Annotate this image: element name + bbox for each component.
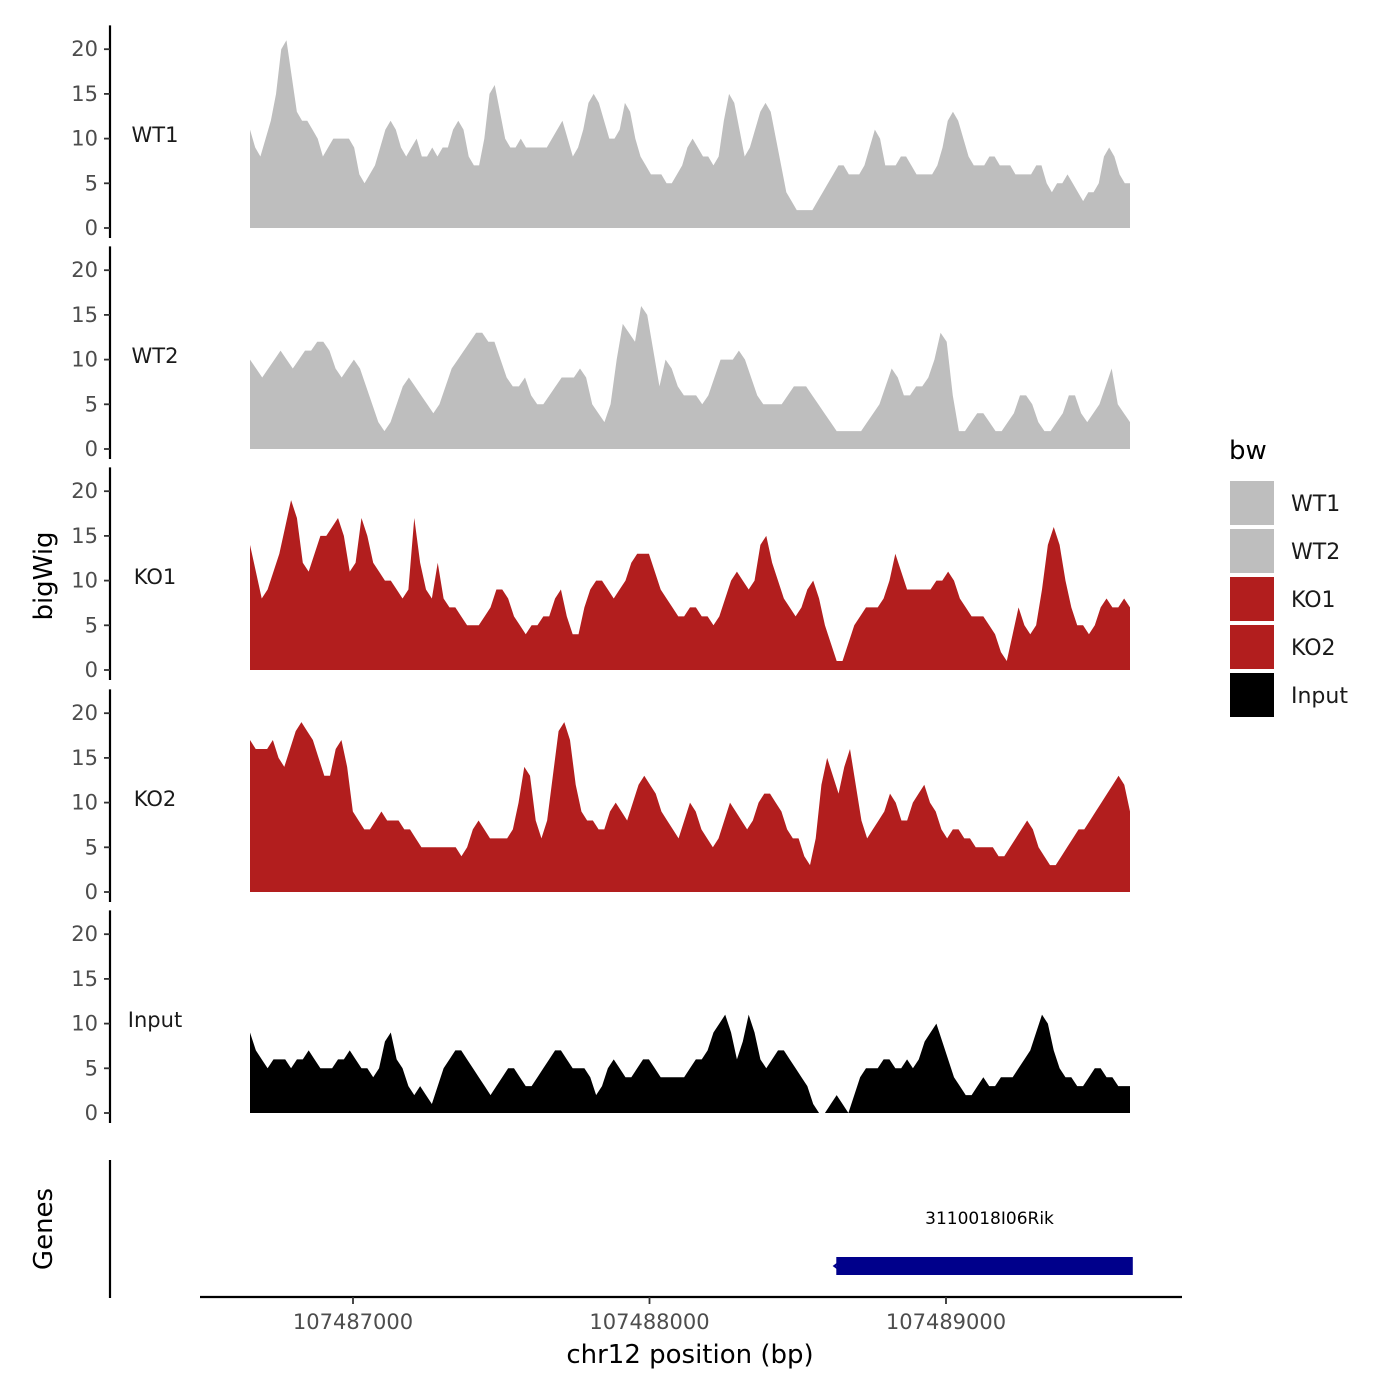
y-tick-label-input-0: 0 — [85, 1101, 98, 1125]
y-tick-label-wt2-20: 20 — [71, 258, 98, 282]
y-tick-label-input-15: 15 — [71, 967, 98, 991]
y-tick-label-input-20: 20 — [71, 922, 98, 946]
area-input — [250, 1014, 1130, 1113]
genes-axis-title: Genes — [29, 1188, 59, 1270]
y-tick-label-ko2-0: 0 — [85, 880, 98, 904]
legend-key-input — [1228, 671, 1276, 719]
y-tick-label-input-10: 10 — [71, 1012, 98, 1036]
y-tick-label-wt1-20: 20 — [71, 37, 98, 61]
gene-strand-arrow — [832, 1259, 843, 1273]
y-tick-label-ko1-10: 10 — [71, 569, 98, 593]
track-label-wt2: WT2 — [132, 344, 179, 368]
legend-label-ko1: KO1 — [1291, 588, 1336, 613]
legend-title: bw — [1229, 436, 1267, 466]
y-axis-title: bigWig — [29, 531, 59, 620]
track-label-ko1: KO1 — [134, 565, 177, 589]
y-tick-label-ko1-0: 0 — [85, 658, 98, 682]
track-label-input: Input — [128, 1008, 182, 1032]
y-tick-label-wt1-10: 10 — [71, 127, 98, 151]
y-tick-label-wt2-10: 10 — [71, 348, 98, 372]
area-ko2 — [250, 722, 1130, 892]
y-tick-label-wt1-0: 0 — [85, 216, 98, 240]
area-ko1 — [250, 500, 1130, 670]
y-tick-label-ko1-20: 20 — [71, 479, 98, 503]
gene-label: 3110018I06Rik — [925, 1209, 1054, 1229]
y-tick-label-input-5: 5 — [85, 1056, 98, 1080]
x-tick-label-107487000: 107487000 — [293, 1310, 413, 1334]
legend-key-ko2 — [1228, 623, 1276, 671]
y-tick-label-wt1-5: 5 — [85, 171, 98, 195]
legend-key-wt1 — [1228, 479, 1276, 527]
track-label-ko2: KO2 — [134, 787, 177, 811]
y-tick-label-wt2-5: 5 — [85, 392, 98, 416]
y-tick-label-wt2-0: 0 — [85, 437, 98, 461]
y-tick-label-ko1-15: 15 — [71, 524, 98, 548]
legend-label-ko2: KO2 — [1291, 636, 1336, 661]
legend-key-wt2 — [1228, 527, 1276, 575]
x-tick-label-107489000: 107489000 — [886, 1310, 1006, 1334]
gene-bar — [836, 1257, 1133, 1275]
y-tick-label-wt1-15: 15 — [71, 82, 98, 106]
y-tick-label-wt2-15: 15 — [71, 303, 98, 327]
legend-label-wt2: WT2 — [1291, 540, 1340, 565]
area-wt2 — [250, 305, 1130, 449]
y-tick-label-ko2-15: 15 — [71, 746, 98, 770]
area-wt1 — [250, 40, 1130, 229]
legend-label-wt1: WT1 — [1291, 492, 1340, 517]
y-tick-label-ko2-5: 5 — [85, 835, 98, 859]
track-label-wt1: WT1 — [132, 123, 179, 147]
y-tick-label-ko1-5: 5 — [85, 613, 98, 637]
x-axis-title: chr12 position (bp) — [566, 1340, 813, 1370]
legend-label-input: Input — [1291, 684, 1348, 709]
y-tick-label-ko2-20: 20 — [71, 701, 98, 725]
x-tick-label-107488000: 107488000 — [589, 1310, 709, 1334]
legend-key-ko1 — [1228, 575, 1276, 623]
y-tick-label-ko2-10: 10 — [71, 791, 98, 815]
